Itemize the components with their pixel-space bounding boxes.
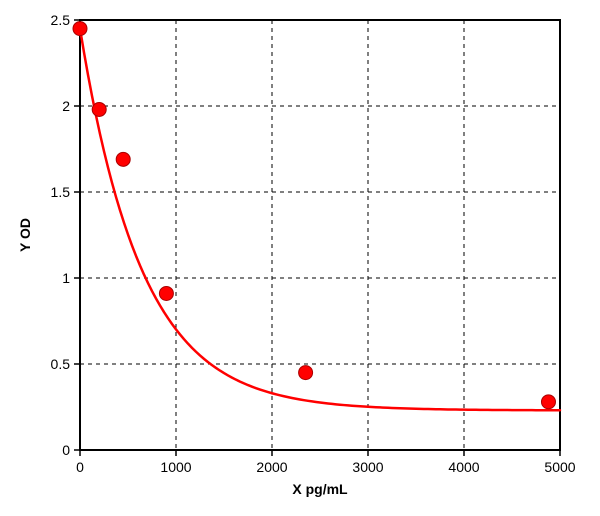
data-point [73,22,87,36]
ytick-label: 2 [62,98,70,114]
xtick-label: 3000 [352,459,383,475]
data-point [116,152,130,166]
xtick-label: 1000 [160,459,191,475]
ytick-label: 0 [62,442,70,458]
data-point [299,366,313,380]
ytick-label: 1 [62,270,70,286]
x-axis-label: X pg/mL [292,481,348,497]
ytick-label: 0.5 [51,356,71,372]
chart-svg: 0 1000 2000 3000 4000 5000 0 0.5 1 1.5 2 2.5 X pg/mL… [0,0,600,516]
xtick-label: 0 [76,459,84,475]
data-point [541,395,555,409]
data-point [159,286,173,300]
ytick-label: 2.5 [51,12,71,28]
chart-container: 0 1000 2000 3000 4000 5000 0 0.5 1 1.5 2 2.5 X pg/mL… [0,0,600,516]
y-axis-label: Y OD [17,218,33,252]
xtick-label: 5000 [544,459,575,475]
ytick-label: 1.5 [51,184,71,200]
plot-area [80,20,560,450]
xtick-label: 4000 [448,459,479,475]
xtick-label: 2000 [256,459,287,475]
data-point [92,102,106,116]
